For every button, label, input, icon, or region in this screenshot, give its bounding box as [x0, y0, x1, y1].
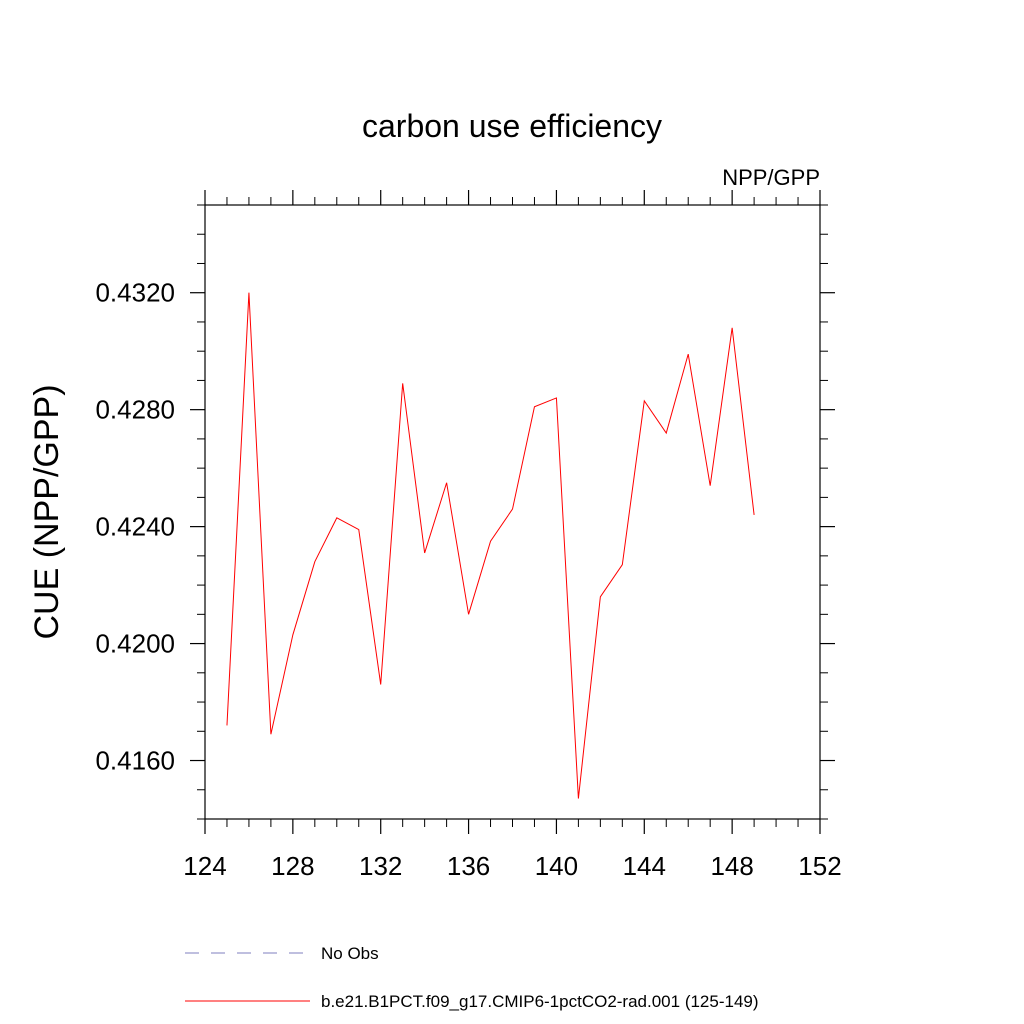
y-tick-label: 0.4320	[95, 278, 175, 308]
x-tick-label: 128	[271, 851, 314, 881]
legend-label-1: b.e21.B1PCT.f09_g17.CMIP6-1pctCO2-rad.00…	[321, 992, 759, 1011]
legend-label-0: No Obs	[321, 944, 379, 963]
axis-ticks	[190, 190, 835, 834]
x-tick-label: 152	[798, 851, 841, 881]
y-axis-label: CUE (NPP/GPP)	[28, 384, 66, 639]
y-tick-label: 0.4160	[95, 746, 175, 776]
plot-frame	[204, 204, 821, 820]
x-tick-label: 136	[447, 851, 490, 881]
chart-subtitle: NPP/GPP	[722, 165, 820, 190]
y-tick-label: 0.4200	[95, 629, 175, 659]
x-tick-label: 140	[535, 851, 578, 881]
legend: No Obs b.e21.B1PCT.f09_g17.CMIP6-1pctCO2-…	[185, 944, 759, 1011]
x-tick-label: 132	[359, 851, 402, 881]
series-layer	[226, 292, 755, 799]
series-line-1	[226, 292, 755, 799]
axis-tick-labels: 124 128 132 136 140 144 148 152 0.4160 0.4200 0.42…	[95, 278, 841, 881]
x-tick-label: 144	[623, 851, 666, 881]
chart-title: carbon use efficiency	[362, 108, 662, 144]
x-tick-label: 148	[710, 851, 753, 881]
y-tick-label: 0.4240	[95, 512, 175, 542]
y-tick-label: 0.4280	[95, 395, 175, 425]
x-tick-label: 124	[183, 851, 226, 881]
